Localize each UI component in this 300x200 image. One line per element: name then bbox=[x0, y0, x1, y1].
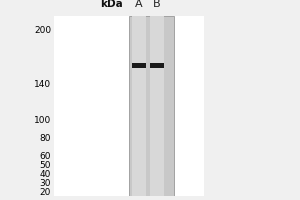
Bar bbox=[150, 63, 164, 68]
Text: kDa: kDa bbox=[100, 0, 123, 9]
Text: A: A bbox=[135, 0, 142, 9]
Bar bbox=[132, 16, 146, 196]
Bar bbox=[129, 16, 174, 196]
Bar bbox=[150, 16, 164, 196]
Bar bbox=[132, 63, 146, 68]
Text: B: B bbox=[153, 0, 160, 9]
